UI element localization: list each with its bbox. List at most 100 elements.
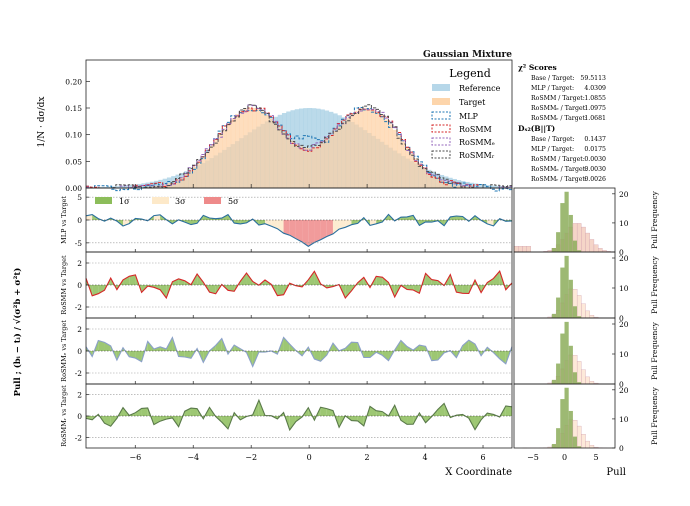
legend: Legend Reference Target MLP RoSMM RoSMMₑ… — [431, 67, 501, 160]
pull-hist-frame — [513, 383, 616, 449]
ds-value-0: 0.1437 — [584, 136, 606, 143]
pull-y-tick-label: 0 — [77, 216, 82, 225]
pull-hist-bar-model — [589, 315, 595, 319]
target-bar — [367, 107, 372, 188]
target-bar — [196, 162, 202, 188]
legend-entry-rosmm: RoSMM — [459, 125, 492, 134]
ds-value-2: 0.0030 — [584, 156, 606, 163]
pull-row-label-rosmm-r: RoSMMᵣ vs Target — [60, 385, 68, 447]
pull-hist-bar-model — [585, 440, 590, 449]
target-bar — [452, 184, 457, 188]
pull-hist-bar-reference — [560, 267, 565, 318]
target-bar — [303, 147, 308, 188]
pull-hist-x-tick-label: −5 — [527, 453, 539, 462]
pull-fill-segment — [462, 285, 469, 294]
ds-value-3: 0.0030 — [584, 166, 606, 173]
target-bar — [213, 140, 219, 188]
pull-fill-segment — [209, 285, 216, 294]
reference-bar — [128, 185, 134, 188]
pull-hist-bar-reference — [556, 363, 561, 384]
pull-line-rosmm — [85, 269, 513, 300]
pull-hist-y-tick-label: 20 — [619, 190, 629, 199]
chi2-value-1: 4.0309 — [584, 85, 606, 92]
pull-hist-y-tick-label: 10 — [619, 415, 629, 424]
pull-hist-bar-model — [526, 246, 531, 253]
pull-hist-bar-reference — [551, 443, 557, 448]
target-bar — [328, 135, 334, 188]
pull-hist-bar-reference — [572, 240, 578, 252]
legend-entry-rosmm-c: RoSMMₑ — [459, 138, 495, 147]
chi2-value-4: 1.0681 — [584, 115, 606, 122]
ds-label-3: RoSMMₑ / Target: — [531, 166, 587, 173]
pull-hist-bar-reference — [560, 333, 565, 384]
pull-hist-bar-reference — [572, 372, 578, 384]
sigma3-label: 3σ — [175, 197, 186, 206]
pull-fill-segment — [456, 215, 463, 220]
x-tick-label: 6 — [480, 453, 485, 462]
pull-row-label-rosmm: RoSMM vs Target — [60, 255, 68, 315]
target-bar — [171, 181, 176, 188]
reference-bar — [307, 108, 313, 188]
pull-hist-y-tick-label: 0 — [619, 380, 624, 389]
density-y-tick-label: 0.15 — [65, 104, 82, 113]
target-bar — [405, 147, 411, 188]
target-bar — [226, 123, 232, 188]
target-bar — [392, 129, 398, 188]
pull-fill-segment — [357, 416, 364, 426]
pull-hist-bar-reference — [551, 247, 557, 252]
x-tick-label: −2 — [245, 453, 257, 462]
ds-value-4: 0.0026 — [584, 176, 606, 183]
ds-label-1: MLP / Target: — [531, 146, 574, 153]
target-bar — [456, 185, 462, 188]
density-y-tick-label: 0.10 — [65, 131, 82, 140]
chi2-label-1: MLP / Target: — [531, 85, 574, 92]
pull-hist-bar-reference — [572, 306, 578, 318]
sigma5-swatch — [204, 197, 221, 204]
target-bar — [350, 113, 355, 188]
pull-fill-segment — [419, 345, 426, 351]
target-bar — [235, 114, 240, 188]
pull-fill-segment — [407, 285, 414, 291]
pull-fill-segment — [308, 220, 315, 247]
target-bar — [209, 146, 215, 188]
target-bar — [409, 153, 415, 188]
mlp-step-line — [86, 107, 512, 192]
pull-fill-segment — [487, 220, 494, 226]
pull-hist-bar-model — [522, 246, 527, 253]
pull-fill-segment — [283, 220, 290, 236]
pull-hist-bar-reference — [551, 313, 557, 318]
legend-swatch-mlp — [431, 111, 451, 120]
legend-entry-rosmm-r: RoSMMᵣ — [459, 151, 495, 160]
target-bar — [379, 115, 385, 188]
pull-fill-segment — [160, 285, 167, 298]
reference-bar — [107, 186, 112, 188]
target-bar — [337, 126, 342, 188]
density-y-tick-label: 0.00 — [65, 184, 82, 193]
pull-y-tick-label: -5 — [75, 239, 83, 248]
target-bar — [294, 143, 300, 188]
pull-fill-segment — [505, 406, 512, 416]
pull-hist-y-tick-label: 0 — [619, 444, 624, 453]
pull-hist-bar-reference — [577, 446, 582, 448]
chi2-label-4: RoSMMᵣ / Target: — [531, 115, 587, 122]
pull-hist-bar-reference — [568, 410, 573, 448]
pull-frequency-label: Pull Frequency — [650, 321, 659, 379]
target-bar — [354, 110, 359, 188]
reference-bar — [158, 179, 163, 188]
target-bar — [269, 118, 274, 188]
pull-fill-segment — [283, 337, 290, 351]
target-bar — [320, 143, 325, 188]
pull-fill-segment — [129, 351, 136, 359]
pull-fill-segment — [314, 407, 321, 421]
pull-fill-segment — [153, 214, 161, 220]
pull-fill-segment — [104, 342, 111, 351]
pull-hist-bar-reference — [568, 345, 573, 384]
pull-hist-bar-model — [598, 248, 603, 253]
target-bar — [222, 128, 227, 188]
pull-fill-segment — [215, 338, 222, 351]
pull-line-rosmm-c — [85, 336, 513, 368]
target-bar — [401, 141, 406, 188]
target-bar — [345, 117, 351, 188]
target-bar — [175, 179, 181, 188]
pull-fill-segment — [456, 285, 463, 294]
